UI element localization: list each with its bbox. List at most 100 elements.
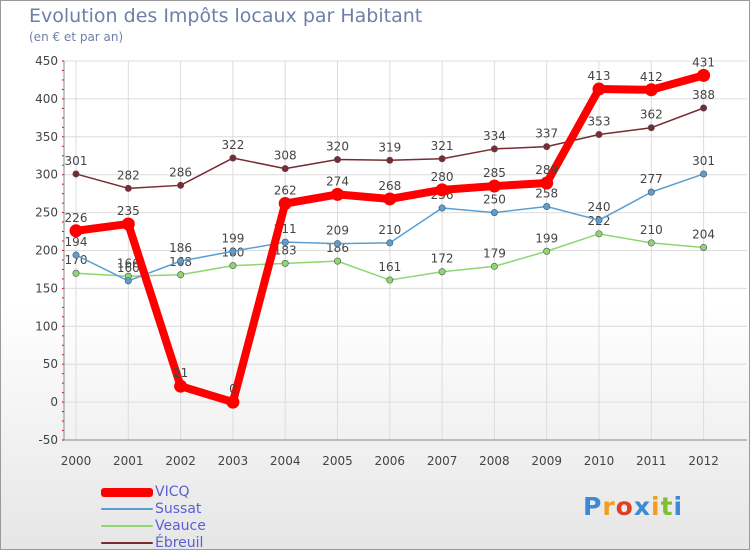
data-label-veauce: 183: [274, 243, 297, 257]
data-point-veauce: [386, 276, 394, 284]
data-label-vicq: 0: [229, 382, 237, 396]
data-label-ebreuil: 308: [274, 149, 297, 163]
data-point-ebreuil: [595, 131, 603, 139]
data-label-sussat: 240: [588, 200, 611, 214]
x-tick-label: 2003: [218, 454, 249, 468]
data-label-vicq: 280: [431, 170, 454, 184]
data-label-vicq: 262: [274, 184, 297, 198]
data-label-vicq: 431: [692, 55, 715, 69]
data-point-vicq: [174, 379, 188, 393]
data-label-sussat: 186: [169, 241, 192, 255]
data-point-sussat: [490, 209, 498, 217]
data-point-veauce: [490, 262, 498, 270]
data-point-sussat: [72, 251, 80, 259]
data-label-sussat: 209: [326, 224, 349, 238]
data-point-ebreuil: [438, 155, 446, 163]
legend-swatch-veauce: [101, 525, 153, 527]
data-label-ebreuil: 362: [640, 108, 663, 122]
y-tick-label: 300: [35, 168, 58, 182]
data-point-veauce: [438, 268, 446, 276]
logo-letter: P: [583, 492, 603, 521]
data-point-ebreuil: [386, 156, 394, 164]
x-tick-label: 2001: [113, 454, 144, 468]
data-point-vicq: [383, 192, 397, 206]
data-label-ebreuil: 301: [65, 154, 88, 168]
proxiti-logo: Proxiti: [583, 492, 683, 521]
legend-label-veauce: Veauce: [155, 518, 206, 534]
data-point-veauce: [647, 239, 655, 247]
data-point-ebreuil: [700, 104, 708, 112]
data-label-vicq: 226: [65, 211, 88, 225]
data-point-sussat: [700, 170, 708, 178]
data-label-sussat: 301: [692, 154, 715, 168]
data-label-veauce: 166: [117, 256, 140, 270]
y-tick-label: 100: [35, 319, 58, 333]
data-point-sussat: [281, 238, 289, 246]
data-label-veauce: 161: [378, 260, 401, 274]
y-tick-label: 200: [35, 244, 58, 258]
legend-swatch-ebreuil: [101, 542, 153, 544]
chart-title: Evolution des Impôts locaux par Habitant: [29, 5, 423, 27]
data-point-vicq: [697, 68, 711, 82]
x-tick-label: 2011: [636, 454, 667, 468]
x-tick-label: 2010: [584, 454, 615, 468]
data-point-ebreuil: [647, 124, 655, 132]
logo-letter: x: [633, 492, 651, 521]
data-label-veauce: 199: [535, 231, 558, 245]
y-tick-label: 50: [43, 357, 58, 371]
data-point-veauce: [177, 271, 185, 279]
data-point-vicq: [487, 179, 501, 193]
data-point-ebreuil: [229, 154, 237, 162]
data-label-ebreuil: 388: [692, 88, 715, 102]
logo-letter: o: [615, 492, 634, 521]
x-tick-label: 2006: [375, 454, 406, 468]
legend-swatch-vicq: [101, 488, 153, 497]
data-point-vicq: [226, 395, 240, 409]
legend-label-sussat: Sussat: [155, 501, 202, 517]
data-point-vicq: [121, 217, 135, 231]
data-label-ebreuil: 320: [326, 140, 349, 154]
data-label-vicq: 274: [326, 174, 349, 188]
data-label-veauce: 179: [483, 246, 506, 260]
data-point-vicq: [278, 197, 292, 211]
data-point-vicq: [540, 176, 554, 190]
data-label-ebreuil: 334: [483, 129, 506, 143]
legend-label-vicq: VICQ: [155, 484, 190, 500]
y-tick-label: 450: [35, 54, 58, 68]
data-label-veauce: 186: [326, 241, 349, 255]
y-tick-label: 250: [35, 206, 58, 220]
logo-letter: r: [602, 492, 616, 521]
data-label-sussat: 258: [535, 187, 558, 201]
y-tick-label: 150: [35, 281, 58, 295]
legend-label-ebreuil: Ébreuil: [155, 535, 204, 551]
data-label-vicq: 412: [640, 70, 663, 84]
data-point-vicq: [435, 183, 449, 197]
data-point-sussat: [647, 188, 655, 196]
chart-subtitle: (en € et par an): [29, 30, 124, 44]
data-point-ebreuil: [543, 143, 551, 151]
data-point-ebreuil: [72, 170, 80, 178]
data-point-ebreuil: [281, 165, 289, 173]
data-label-vicq: 268: [378, 179, 401, 193]
data-point-sussat: [543, 203, 551, 211]
data-label-vicq: 235: [117, 204, 140, 218]
data-point-ebreuil: [124, 184, 132, 192]
y-tick-label: 350: [35, 130, 58, 144]
logo-letter: t: [660, 492, 674, 521]
data-point-vicq: [592, 82, 606, 96]
data-point-vicq: [331, 187, 344, 201]
data-label-vicq: 21: [173, 366, 188, 380]
data-label-veauce: 210: [640, 223, 663, 237]
data-point-sussat: [595, 216, 603, 224]
data-point-sussat: [124, 277, 132, 285]
x-tick-label: 2004: [270, 454, 301, 468]
data-point-vicq: [644, 83, 658, 97]
data-point-sussat: [438, 204, 446, 212]
data-point-ebreuil: [490, 145, 498, 153]
y-tick-label: -50: [38, 433, 58, 447]
data-point-veauce: [543, 247, 551, 255]
data-label-veauce: 172: [431, 252, 454, 266]
data-point-ebreuil: [333, 156, 341, 164]
